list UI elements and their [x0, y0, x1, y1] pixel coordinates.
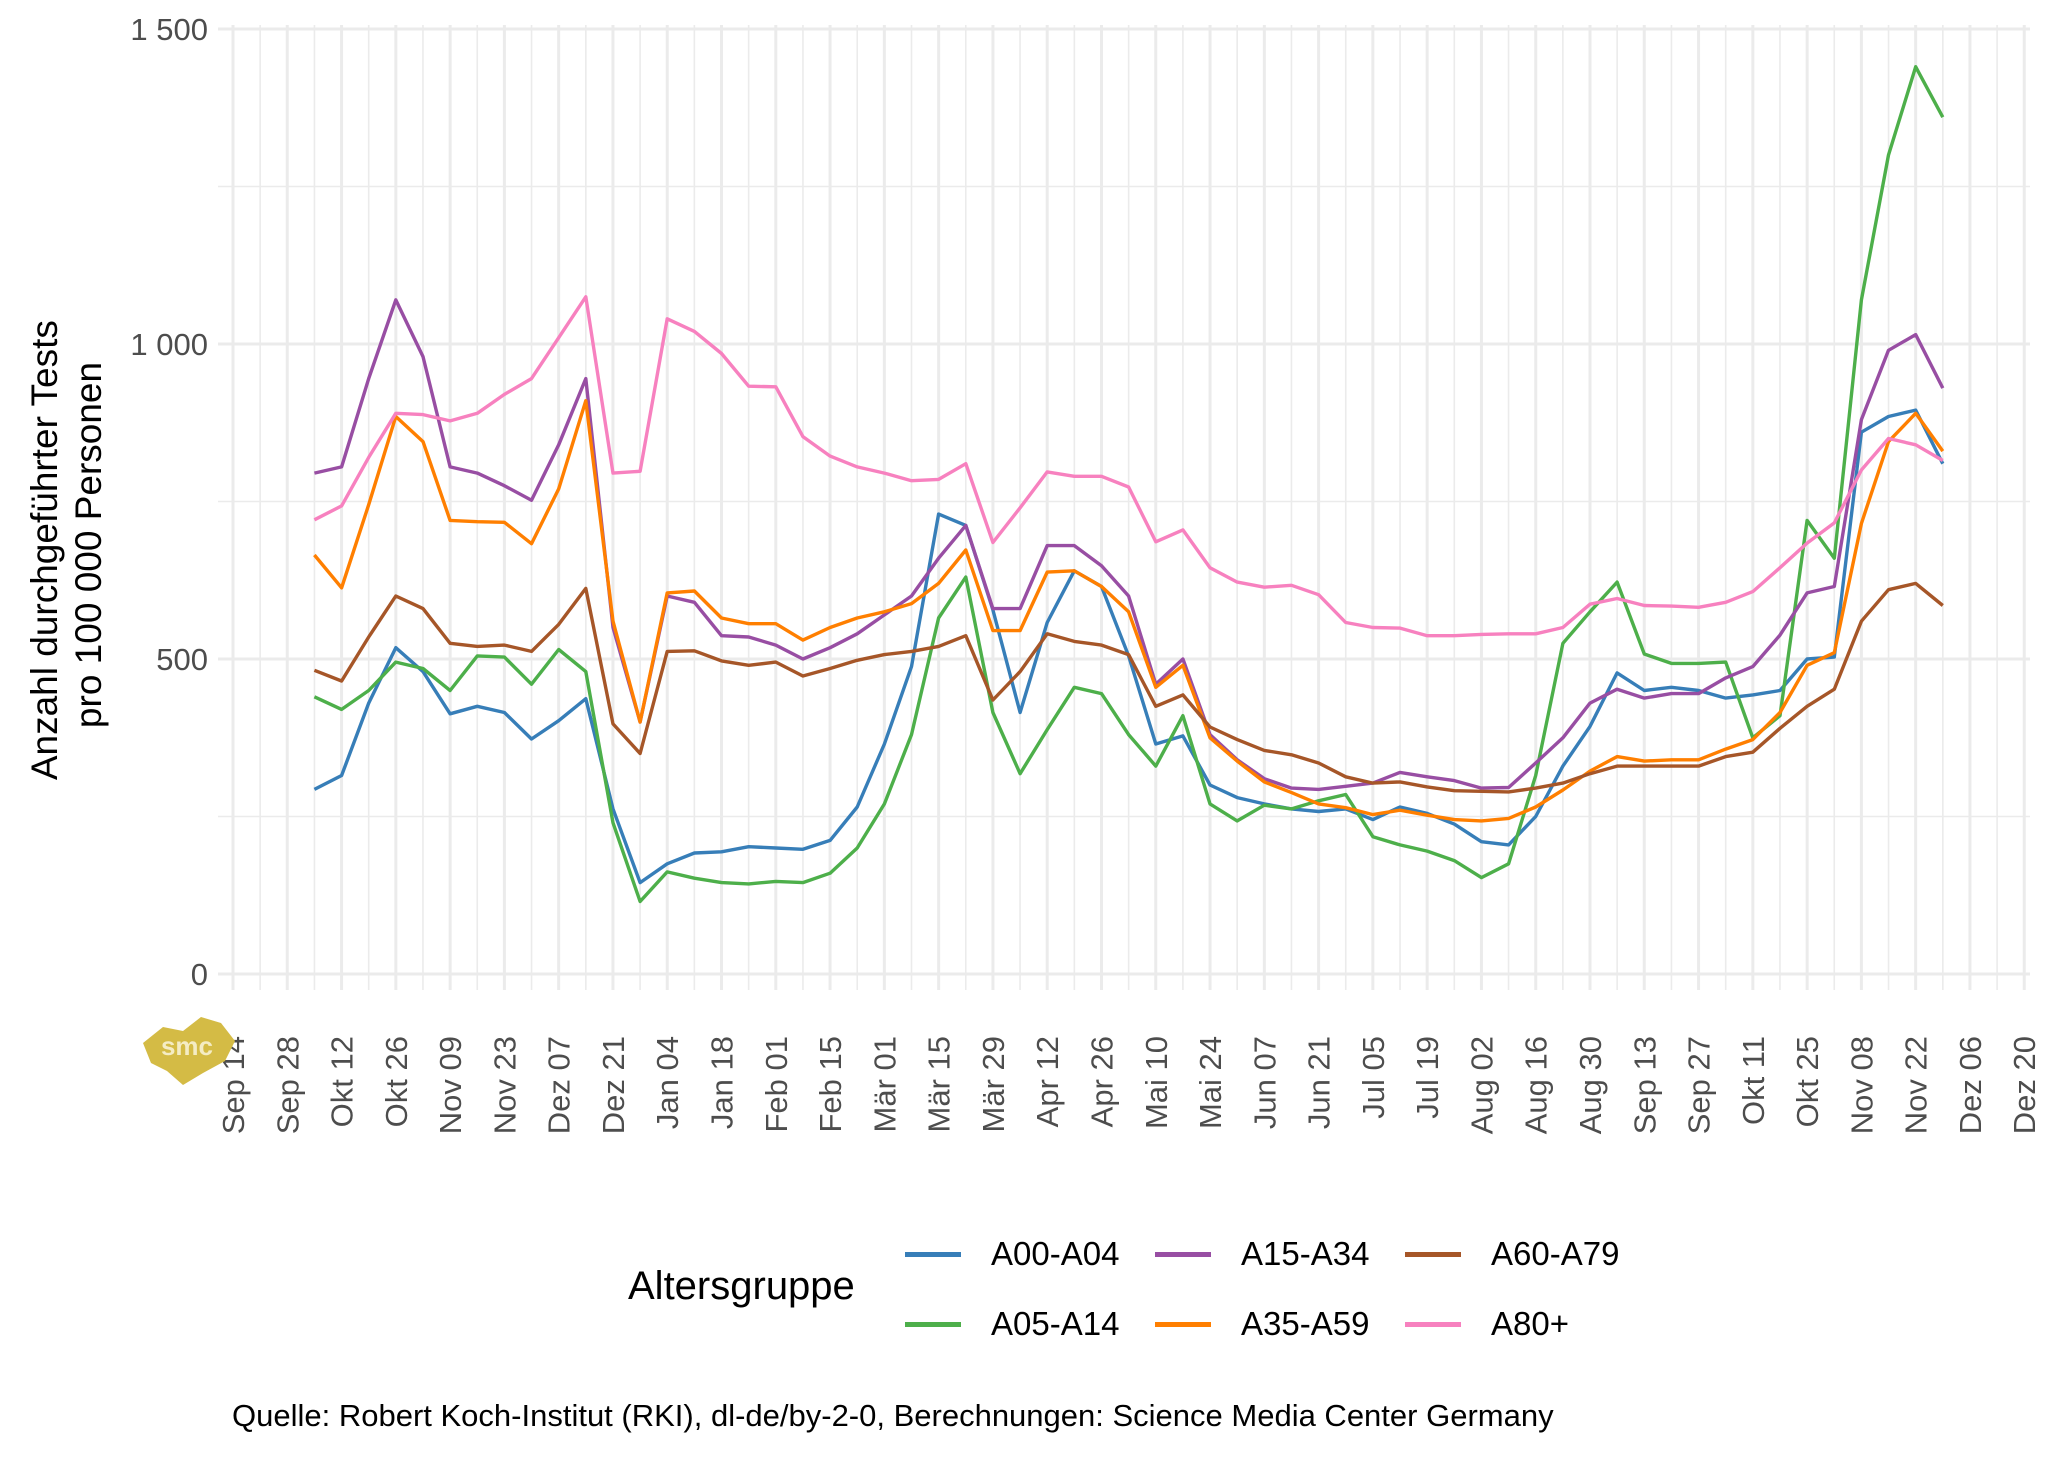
legend-label: A60-A79 — [1491, 1235, 1620, 1272]
series-line-a35-a59 — [313, 399, 1945, 823]
x-tick-label: Jan 04 — [650, 1036, 685, 1129]
x-tick-label: Mai 10 — [1139, 1036, 1174, 1129]
legend-item: A05-A14 — [905, 1305, 1119, 1343]
legend-swatch — [1405, 1251, 1461, 1257]
y-tick-label: 1 500 — [130, 12, 208, 47]
legend-label: A00-A04 — [991, 1235, 1120, 1272]
x-tick-label: Feb 01 — [759, 1036, 794, 1133]
legend-swatch — [905, 1251, 961, 1257]
x-tick-label: Okt 12 — [325, 1036, 360, 1127]
y-axis-ticks: 0 500 1 000 1 500 — [130, 12, 208, 992]
x-tick-label: Aug 30 — [1573, 1036, 1608, 1134]
x-tick-label: Nov 09 — [433, 1036, 468, 1134]
legend-item: A00-A04 — [905, 1235, 1119, 1273]
x-tick-label: Sep 28 — [270, 1036, 305, 1134]
x-tick-label: Nov 22 — [1899, 1036, 1934, 1134]
y-axis-label: Anzahl durchgeführter Tests pro 100 000 … — [24, 310, 109, 780]
y-tick-label: 0 — [191, 957, 208, 992]
series-line-a80plus — [313, 295, 1944, 638]
x-tick-label: Nov 08 — [1844, 1036, 1879, 1134]
series-line-a15-a34 — [314, 298, 1945, 792]
legend-title: Altersgruppe — [628, 1264, 855, 1308]
x-tick-label: Okt 26 — [379, 1036, 414, 1127]
legend-label: A05-A14 — [991, 1305, 1120, 1342]
x-tick-label: Dez 07 — [542, 1036, 577, 1134]
legend-label: A15-A34 — [1241, 1235, 1370, 1272]
legend-swatch — [905, 1321, 961, 1327]
series-line-a05-a14 — [313, 65, 1945, 904]
x-tick-label: Mai 24 — [1193, 1036, 1228, 1129]
x-tick-label: Jan 18 — [705, 1036, 740, 1129]
legend-item: A80+ — [1405, 1305, 1569, 1343]
legend-swatch — [1155, 1321, 1211, 1327]
y-tick-label: 500 — [156, 642, 208, 677]
x-tick-label: Sep 13 — [1627, 1036, 1662, 1134]
x-tick-label: Okt 25 — [1790, 1036, 1825, 1127]
x-tick-label: Mär 15 — [922, 1036, 957, 1132]
legend-label: A80+ — [1491, 1305, 1569, 1342]
legend-item: A15-A34 — [1155, 1235, 1369, 1273]
x-tick-label: Dez 06 — [1953, 1036, 1988, 1134]
y-axis-label-line2: pro 100 000 Personen — [68, 362, 109, 728]
legend-swatch — [1405, 1321, 1461, 1327]
series-lines — [313, 65, 1945, 904]
x-tick-label: Dez 21 — [596, 1036, 631, 1134]
x-axis-ticks: Sep 14 Sep 28 Okt 12 Okt 26 Nov 09 Nov 23 Dez … — [216, 1036, 2042, 1134]
x-tick-label: Feb 15 — [813, 1036, 848, 1133]
series-line-a60-a79 — [313, 581, 1944, 794]
caption: Quelle: Robert Koch-Institut (RKI), dl-d… — [232, 1398, 1554, 1433]
x-tick-label: Aug 16 — [1519, 1036, 1554, 1134]
y-tick-label: 1 000 — [130, 327, 208, 362]
x-tick-label: Dez 20 — [2007, 1036, 2042, 1134]
logo-text: smc — [161, 1031, 213, 1061]
x-tick-label: Jun 21 — [1302, 1036, 1337, 1129]
x-tick-label: Apr 26 — [1084, 1036, 1119, 1127]
x-tick-label: Jul 19 — [1410, 1036, 1445, 1119]
x-tick-label: Jul 05 — [1356, 1036, 1391, 1119]
y-axis-label-line1: Anzahl durchgeführter Tests — [24, 320, 65, 780]
legend-label: A35-A59 — [1241, 1305, 1370, 1342]
x-tick-label: Aug 02 — [1464, 1036, 1499, 1134]
legend-swatch — [1155, 1251, 1211, 1257]
legend-item: A60-A79 — [1405, 1235, 1619, 1273]
x-tick-label: Mär 29 — [976, 1036, 1011, 1132]
x-tick-label: Mär 01 — [867, 1036, 902, 1132]
grid — [218, 25, 2030, 990]
legend-item: A35-A59 — [1155, 1305, 1369, 1343]
x-tick-label: Nov 23 — [487, 1036, 522, 1134]
x-tick-label: Apr 12 — [1030, 1036, 1065, 1127]
x-tick-label: Jun 07 — [1247, 1036, 1282, 1129]
x-tick-label: Sep 27 — [1682, 1036, 1717, 1134]
x-tick-label: Okt 11 — [1736, 1036, 1771, 1125]
smc-logo: smc — [143, 1017, 235, 1085]
